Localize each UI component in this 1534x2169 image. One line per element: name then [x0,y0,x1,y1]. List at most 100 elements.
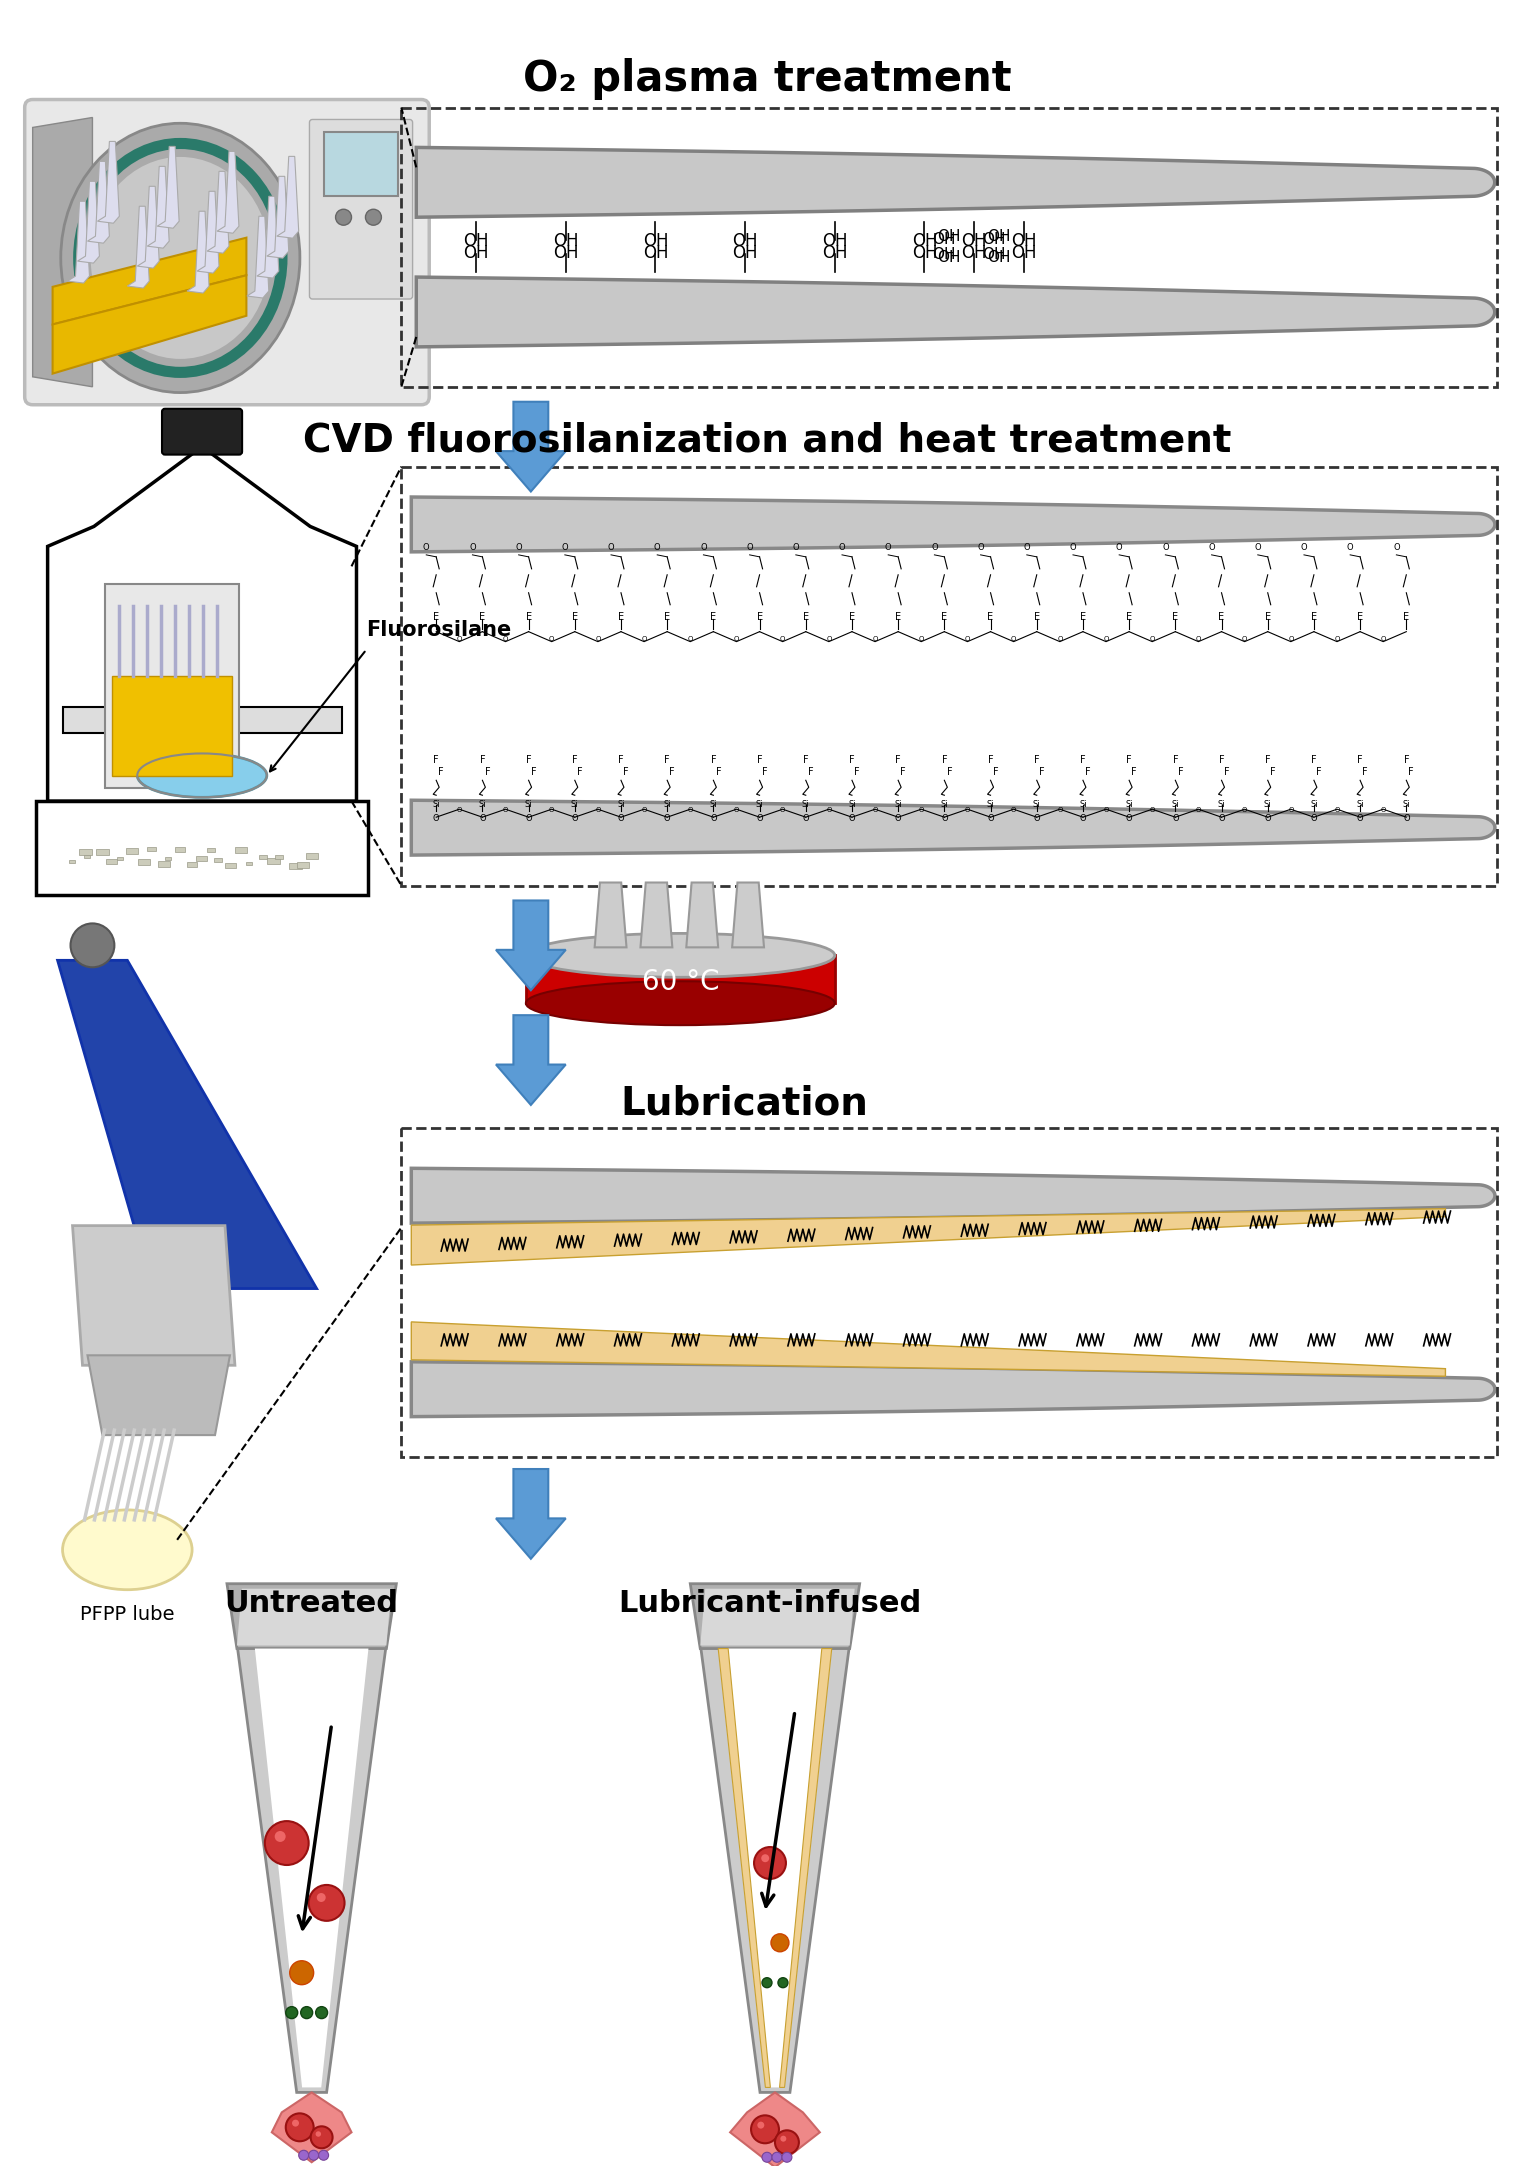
Polygon shape [276,156,299,239]
Text: OH: OH [911,245,937,262]
Text: E: E [1080,612,1086,623]
Text: O: O [1393,542,1399,551]
Circle shape [755,1848,785,1878]
Text: OH: OH [982,247,1006,262]
Text: O: O [1195,807,1201,813]
Text: CVD fluorosilanization and heat treatment: CVD fluorosilanization and heat treatmen… [302,421,1232,460]
Polygon shape [207,848,215,852]
Polygon shape [718,1648,770,2087]
Text: O: O [549,807,554,813]
Polygon shape [196,857,207,861]
Text: E: E [433,612,439,623]
Text: 60 °C: 60 °C [641,967,719,996]
Text: F: F [1034,755,1040,766]
Text: O: O [1218,813,1224,824]
FancyBboxPatch shape [106,583,239,787]
Text: O: O [919,807,923,813]
Circle shape [772,1935,788,1952]
Polygon shape [732,883,764,948]
Text: O: O [977,542,983,551]
Text: F: F [1312,755,1316,766]
Text: O: O [1289,636,1293,642]
Text: Si: Si [1172,800,1180,809]
Text: O: O [1011,636,1017,642]
Polygon shape [106,859,118,865]
Circle shape [308,1885,345,1922]
Text: O: O [1243,636,1247,642]
Text: F: F [992,768,999,777]
Text: O: O [848,813,856,824]
Text: F: F [531,768,537,777]
Text: F: F [762,768,767,777]
Text: Si: Si [1310,800,1318,809]
Text: Fluorosilane: Fluorosilane [367,620,512,640]
Text: Untreated: Untreated [224,1588,399,1618]
Circle shape [758,2121,764,2128]
Text: F: F [942,755,946,766]
Text: O: O [457,636,462,642]
Polygon shape [158,861,170,868]
Polygon shape [416,278,1494,347]
Text: O: O [1057,636,1063,642]
Text: E: E [942,612,948,623]
Text: O: O [873,636,877,642]
Polygon shape [247,217,268,297]
Polygon shape [166,857,172,859]
Polygon shape [52,275,247,373]
Polygon shape [87,161,109,243]
Text: O: O [503,807,508,813]
Text: OH: OH [732,232,758,249]
Polygon shape [78,182,100,262]
Text: O: O [433,813,440,824]
Text: O: O [479,813,486,824]
Ellipse shape [61,124,301,393]
Polygon shape [127,206,149,288]
Text: E: E [1126,612,1132,623]
Text: OH: OH [1011,232,1037,249]
Polygon shape [48,447,356,800]
Text: O: O [779,807,785,813]
Polygon shape [207,171,229,254]
Text: F: F [669,768,675,777]
Text: F: F [1131,768,1137,777]
Text: O: O [779,636,785,642]
Text: E: E [756,612,762,623]
Text: O: O [1103,636,1109,642]
Polygon shape [411,1208,1445,1265]
Text: OH: OH [552,245,578,262]
Text: OH: OH [552,232,578,249]
Text: F: F [480,755,485,766]
Text: O: O [894,813,902,824]
Text: F: F [434,755,439,766]
Polygon shape [411,800,1496,855]
Text: Si: Si [1218,800,1226,809]
Text: O: O [827,636,831,642]
Text: Si: Si [1078,800,1086,809]
Text: E: E [664,612,670,623]
Polygon shape [296,861,308,868]
Text: O: O [1115,542,1123,551]
Text: Si: Si [710,800,718,809]
Text: OH: OH [822,245,847,262]
Text: Lubrication: Lubrication [621,1084,868,1124]
Text: F: F [854,768,859,777]
Text: O: O [873,807,877,813]
Polygon shape [35,800,368,896]
Polygon shape [272,2093,351,2162]
Text: O: O [423,542,430,551]
Text: O₂ plasma treatment: O₂ plasma treatment [523,59,1011,100]
Text: O: O [549,636,554,642]
Circle shape [290,1961,313,1985]
Ellipse shape [526,933,834,978]
Text: F: F [1080,755,1086,766]
Text: O: O [687,636,693,642]
Text: O: O [525,813,532,824]
Text: F: F [1362,768,1368,777]
Text: E: E [1172,612,1178,623]
Text: O: O [1335,807,1339,813]
Text: O: O [457,807,462,813]
Text: OH: OH [643,232,669,249]
Polygon shape [97,848,109,855]
Text: O: O [1404,813,1410,824]
Text: F: F [1172,755,1178,766]
